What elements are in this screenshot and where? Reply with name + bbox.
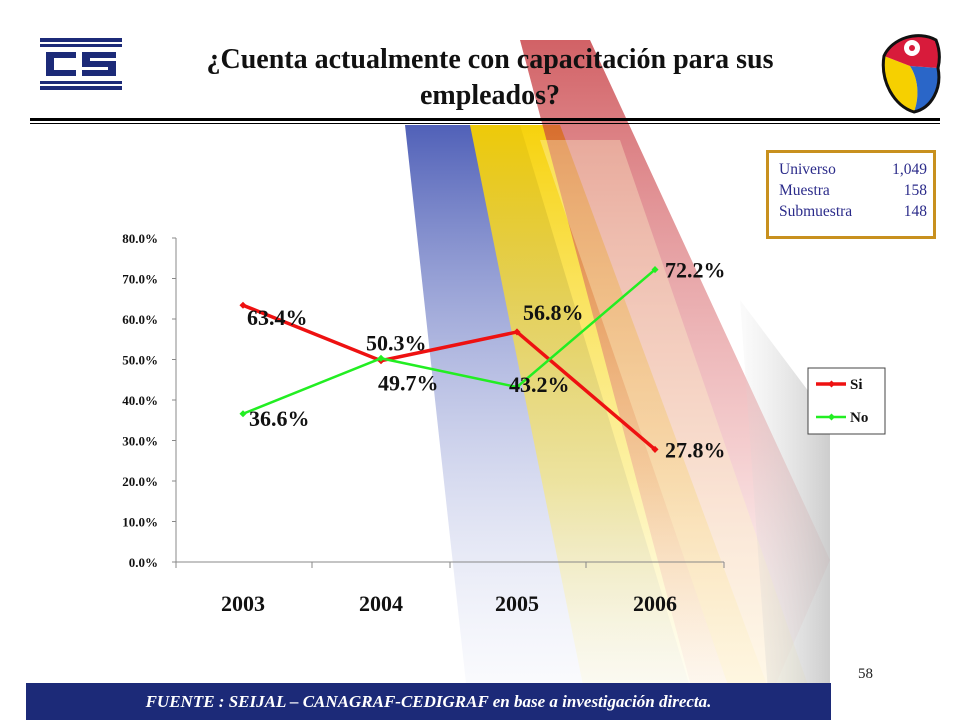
stats-row-muestra: Muestra 158 xyxy=(779,180,927,201)
data-point xyxy=(651,266,659,274)
cedigraf-logo-icon xyxy=(881,34,941,114)
sample-size-box: Universo 1,049 Muestra 158 Submuestra 14… xyxy=(766,150,936,239)
cagraf-logo-icon xyxy=(40,38,122,90)
data-label: 36.6% xyxy=(249,406,310,431)
source-footer: FUENTE : SEIJAL – CANAGRAF-CEDIGRAF en b… xyxy=(26,683,831,720)
stats-value: 148 xyxy=(903,203,927,220)
series-line-si xyxy=(242,303,657,451)
x-tick-label: 2004 xyxy=(359,591,403,616)
y-tick-label: 80.0% xyxy=(122,231,158,246)
y-tick-label: 50.0% xyxy=(122,353,158,368)
data-point xyxy=(377,354,385,362)
page-title: ¿Cuenta actualmente con capacitación par… xyxy=(206,44,774,111)
data-label: 56.8% xyxy=(523,300,584,325)
series-line-no xyxy=(242,268,656,415)
y-tick-label: 30.0% xyxy=(122,434,158,449)
data-label: 50.3% xyxy=(366,330,427,355)
y-tick-label: 40.0% xyxy=(122,393,158,408)
title-divider xyxy=(30,118,940,121)
stats-value: 158 xyxy=(903,182,927,199)
data-point xyxy=(513,328,521,336)
data-label: 27.8% xyxy=(665,437,726,462)
stats-row-submuestra: Submuestra 148 xyxy=(779,201,927,222)
x-tick-label: 2006 xyxy=(633,591,677,616)
legend-marker xyxy=(827,413,836,421)
y-tick-label: 60.0% xyxy=(122,312,158,327)
stats-value: 1,049 xyxy=(892,161,927,178)
y-tick-label: 0.0% xyxy=(129,555,158,570)
legend-label: Si xyxy=(850,377,863,393)
data-point xyxy=(239,301,247,309)
data-point xyxy=(513,383,521,391)
y-tick-label: 20.0% xyxy=(122,474,158,489)
stats-row-universo: Universo 1,049 xyxy=(779,159,927,180)
data-point xyxy=(239,410,247,418)
x-tick-label: 2005 xyxy=(495,591,539,616)
title-divider-thin xyxy=(30,123,940,124)
stats-label: Muestra xyxy=(779,182,830,199)
x-tick-label: 2003 xyxy=(221,591,265,616)
legend-label: No xyxy=(850,410,868,426)
y-tick-label: 70.0% xyxy=(122,272,158,287)
y-tick-label: 10.0% xyxy=(122,515,158,530)
stats-label: Universo xyxy=(779,161,836,178)
legend-marker xyxy=(827,380,836,388)
page-number: 58 xyxy=(858,666,873,682)
data-label: 49.7% xyxy=(378,371,439,396)
data-label: 72.2% xyxy=(665,258,726,283)
data-label: 63.4% xyxy=(247,305,308,330)
data-label: 43.2% xyxy=(509,372,570,397)
stats-label: Submuestra xyxy=(779,203,853,220)
data-point xyxy=(651,445,659,453)
legend-box xyxy=(807,367,886,435)
